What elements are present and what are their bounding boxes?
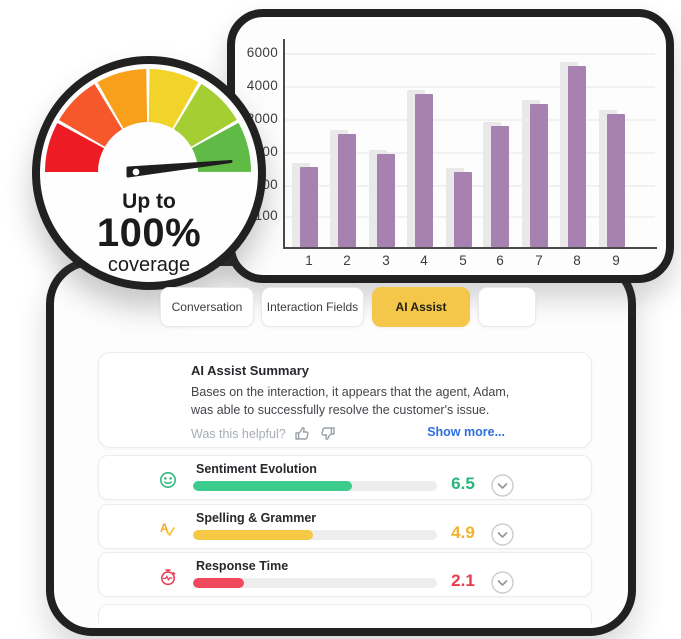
metric-label: Spelling & Grammer	[196, 511, 317, 525]
gauge-arc	[45, 69, 251, 178]
metric-value: 6.5	[451, 474, 475, 493]
metric-row-sentiment-evolution[interactable]: Sentiment Evolution 6.5	[98, 455, 592, 500]
x-axis-label: 9	[612, 253, 620, 268]
gauge-segment-3	[97, 69, 148, 129]
x-axis-label: 6	[496, 253, 504, 268]
y-axis-label: 100	[254, 208, 278, 223]
gauge-caption-value: 100%	[96, 211, 202, 255]
bar	[454, 172, 472, 247]
x-axis-label: 2	[343, 253, 351, 268]
metric-bar-track	[193, 530, 437, 540]
x-axis-label: 1	[305, 253, 313, 268]
bar	[338, 134, 356, 247]
bar	[415, 94, 433, 247]
bar-chart: 1005001000200040006000123456789	[235, 17, 666, 275]
ai-assist-summary-card: AI Assist Summary Bases on the interacti…	[98, 352, 592, 448]
gridline	[283, 53, 655, 55]
bar	[300, 167, 318, 247]
metric-bar-fill	[193, 578, 245, 588]
metric-bar-fill	[193, 481, 352, 491]
x-axis-label: 7	[535, 253, 543, 268]
metric-value: 4.9	[451, 523, 475, 542]
tab-empty[interactable]	[478, 287, 536, 327]
gauge-caption-line1: Up to	[122, 190, 176, 213]
summary-body: Bases on the interaction, it appears tha…	[191, 385, 510, 417]
tab-ai-assist[interactable]: AI Assist	[372, 287, 470, 327]
gauge-needle	[126, 160, 233, 178]
helpful-prompt: Was this helpful?	[191, 426, 286, 441]
show-more-link[interactable]: Show more...	[427, 425, 505, 439]
gauge-segment-1	[45, 123, 105, 172]
metric-bar-fill	[193, 530, 313, 540]
bar	[607, 114, 625, 247]
gauge-caption-line3: coverage	[107, 254, 191, 276]
metric-label: Sentiment Evolution	[196, 462, 317, 476]
x-axis-label: 5	[459, 253, 467, 268]
gauge-segment-6	[191, 122, 251, 172]
stopwatch-icon	[159, 568, 177, 586]
smiley-icon	[159, 471, 177, 489]
chevron-down-icon[interactable]	[491, 523, 514, 546]
x-axis-line	[283, 247, 657, 249]
gauge-caption: Up to 100% coverage	[40, 190, 258, 277]
bar	[491, 126, 509, 247]
gauge-segment-5	[173, 83, 237, 147]
bar	[568, 66, 586, 247]
partial-next-row	[98, 604, 592, 624]
metric-value: 2.1	[451, 571, 475, 590]
gauge-segment-4	[148, 69, 199, 129]
bar	[377, 154, 395, 247]
thumbs-up-icon[interactable]	[294, 425, 311, 442]
thumbs-down-icon[interactable]	[319, 425, 336, 442]
spellcheck-icon: A	[159, 520, 177, 538]
gridline	[283, 119, 655, 121]
coverage-gauge: Up to 100% coverage	[32, 56, 266, 290]
chevron-down-icon[interactable]	[491, 474, 514, 497]
y-axis-label: 4000	[246, 78, 278, 93]
metric-bar-track	[193, 481, 437, 491]
svg-text:A: A	[160, 521, 169, 535]
gridline	[283, 86, 655, 88]
helpful-row: Was this helpful?	[191, 425, 336, 442]
tab-interaction-fields[interactable]: Interaction Fields	[261, 287, 364, 327]
chevron-down-icon[interactable]	[491, 571, 514, 594]
bar	[530, 104, 548, 247]
y-axis-label: 6000	[246, 45, 278, 60]
gauge-segment-2	[59, 83, 123, 147]
metric-bar-track	[193, 578, 437, 588]
metric-label: Response Time	[196, 559, 289, 573]
gridline	[283, 152, 655, 154]
y-axis-line	[283, 39, 285, 248]
metric-row-response-time[interactable]: Response Time 2.1	[98, 552, 592, 597]
x-axis-label: 4	[420, 253, 428, 268]
summary-title: AI Assist Summary	[191, 363, 310, 378]
metric-row-spelling-grammer[interactable]: A Spelling & Grammer 4.9	[98, 504, 592, 549]
x-axis-label: 8	[573, 253, 581, 268]
x-axis-label: 3	[382, 253, 390, 268]
tab-conversation[interactable]: Conversation	[160, 287, 254, 327]
gauge-needle-pivot	[132, 168, 140, 176]
